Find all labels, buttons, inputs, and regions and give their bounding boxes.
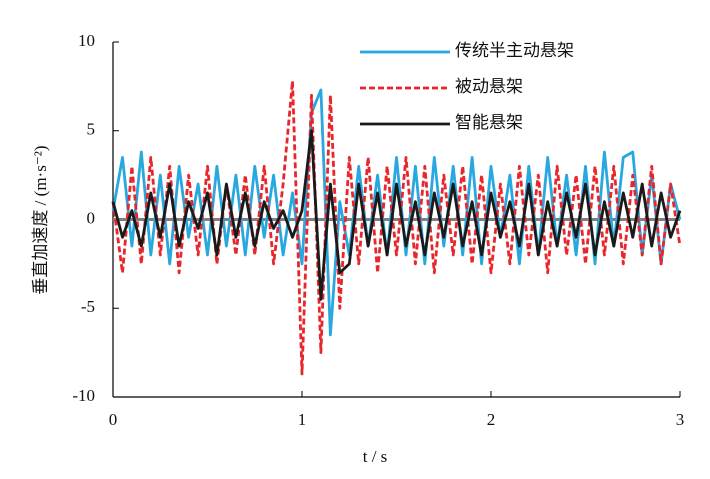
series-line — [111, 88, 682, 337]
y-tick-label: 0 — [87, 208, 96, 227]
x-axis-label: t / s — [363, 447, 388, 466]
legend-label: 智能悬架 — [455, 113, 523, 132]
x-tick-label: 1 — [298, 410, 307, 429]
x-tick-label: 0 — [109, 410, 118, 429]
series-line — [111, 129, 682, 301]
y-tick-label: -5 — [81, 297, 95, 316]
legend-label: 被动悬架 — [455, 77, 523, 96]
y-tick-label: -10 — [72, 386, 95, 405]
y-tick-label: 5 — [87, 120, 96, 139]
y-tick-label: 10 — [78, 31, 95, 50]
y-axis-label: 垂直加速度 / (m·s⁻²) — [31, 145, 50, 294]
legend-label: 传统半主动悬架 — [455, 41, 574, 60]
x-tick-label: 2 — [487, 410, 496, 429]
series-line — [111, 79, 682, 376]
x-tick-label: 3 — [676, 410, 685, 429]
